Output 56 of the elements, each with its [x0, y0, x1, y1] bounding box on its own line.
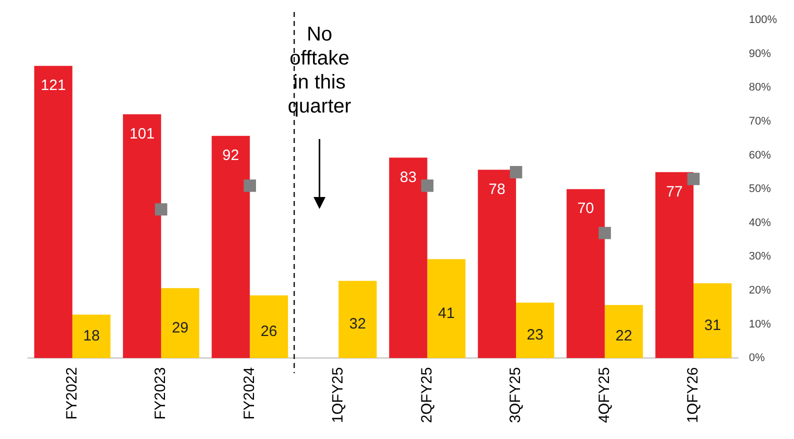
y2-tick-label: 20%	[748, 284, 772, 297]
point	[244, 180, 256, 192]
bar	[72, 314, 111, 358]
y2-tick-label: 70%	[748, 115, 772, 128]
data-label: 101	[130, 125, 155, 142]
bar	[389, 158, 428, 358]
annotation: No offtake in this quarter	[288, 24, 352, 118]
point	[687, 172, 700, 186]
data-label: 78	[488, 180, 506, 198]
point	[421, 180, 434, 192]
point	[510, 166, 522, 178]
x-tick-label: 2QFY25	[418, 367, 436, 424]
bar	[604, 305, 643, 358]
bar	[212, 136, 250, 358]
data-label: 83	[400, 168, 417, 186]
bar	[427, 259, 466, 358]
x-tick-label: FY2023	[152, 367, 170, 420]
x-tick-label: FY2024	[240, 367, 258, 420]
x-tick-label: 1QFY26	[684, 367, 702, 424]
bar	[694, 283, 732, 358]
x-tick-label: FY2022	[64, 367, 81, 420]
bar	[338, 280, 377, 358]
point	[154, 203, 168, 216]
data-label: 92	[222, 147, 240, 164]
bar	[566, 189, 605, 358]
bar	[250, 295, 288, 358]
data-label: 18	[83, 327, 100, 344]
data-label: 22	[616, 327, 632, 344]
data-label: 29	[172, 319, 189, 336]
data-label: 77	[666, 183, 683, 200]
data-label: 41	[438, 304, 455, 322]
y2-tick-label: 100%	[748, 14, 778, 26]
y2-tick-label: 40%	[748, 216, 772, 229]
point	[598, 226, 611, 240]
x-tick-label: 3QFY25	[507, 367, 524, 424]
y2-tick-label: 10%	[748, 318, 772, 330]
data-label: 121	[40, 77, 66, 94]
y2-tick-label: 0%	[748, 352, 765, 364]
y2-tick-label: 80%	[748, 82, 772, 94]
bar	[655, 172, 694, 358]
y2-tick-label: 90%	[748, 48, 772, 60]
bar	[122, 114, 162, 358]
data-label: 32	[349, 316, 366, 333]
bar	[34, 66, 72, 358]
data-label: 70	[577, 200, 594, 218]
data-label: 31	[704, 316, 721, 334]
data-label: 23	[526, 326, 544, 344]
y2-tick-label: 50%	[748, 183, 772, 196]
y2-tick-label: 30%	[748, 250, 772, 263]
data-label: 26	[260, 322, 278, 340]
x-tick-label: 4QFY25	[596, 367, 613, 424]
bar	[478, 170, 516, 358]
y2-tick-label: 60%	[748, 149, 772, 162]
bar	[161, 288, 200, 358]
bar	[516, 302, 554, 358]
x-tick-label: 1QFY25	[330, 367, 347, 424]
